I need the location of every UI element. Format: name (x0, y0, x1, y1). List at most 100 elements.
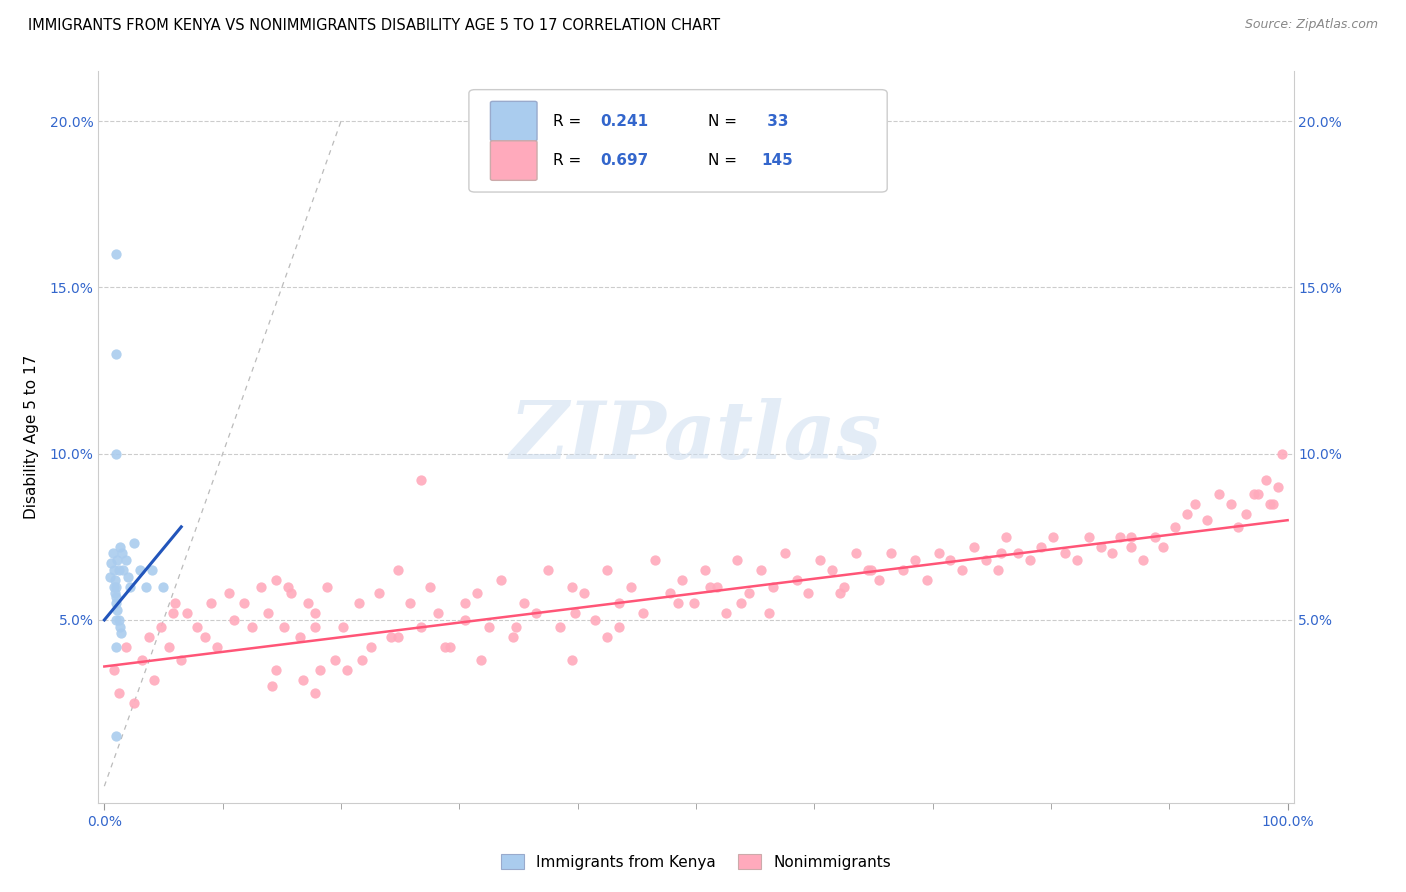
Point (454, 596, 477, 610)
Point (411, 473, 433, 487)
Text: 0.241: 0.241 (600, 113, 648, 128)
Point (297, 596, 319, 610)
Point (224, 613, 246, 627)
Point (103, 663, 125, 677)
Point (105, 640, 128, 654)
Point (561, 580, 583, 594)
Point (122, 696, 145, 710)
Text: R =: R = (553, 153, 586, 168)
Point (205, 640, 228, 654)
Point (304, 619, 326, 633)
Point (434, 640, 457, 654)
Point (631, 607, 654, 621)
Point (1007, 546, 1029, 560)
Point (347, 596, 370, 610)
Point (1121, 540, 1143, 554)
Point (1243, 486, 1265, 500)
Point (162, 607, 184, 621)
Point (107, 613, 129, 627)
Point (749, 563, 772, 577)
Point (150, 619, 173, 633)
Point (607, 596, 630, 610)
Point (107, 563, 129, 577)
Point (105, 603, 128, 617)
Point (1256, 473, 1278, 487)
Point (186, 619, 208, 633)
Point (288, 630, 311, 644)
Point (832, 580, 855, 594)
Point (110, 626, 132, 640)
Point (439, 640, 461, 654)
Point (336, 663, 359, 677)
Text: Source: ZipAtlas.com: Source: ZipAtlas.com (1244, 18, 1378, 31)
Point (104, 573, 127, 587)
Point (524, 607, 547, 621)
Point (963, 540, 986, 554)
Point (105, 553, 128, 567)
Point (1197, 513, 1219, 527)
Point (607, 619, 630, 633)
Point (1018, 553, 1040, 567)
Y-axis label: Disability Age 5 to 17: Disability Age 5 to 17 (24, 355, 38, 519)
Point (98, 570, 121, 584)
Legend: Immigrants from Kenya, Nonimmigrants: Immigrants from Kenya, Nonimmigrants (495, 848, 897, 876)
Point (152, 580, 174, 594)
Point (194, 630, 217, 644)
Point (990, 546, 1012, 560)
Point (465, 586, 488, 600)
Point (1090, 540, 1112, 554)
Point (658, 586, 681, 600)
Point (868, 573, 890, 587)
Point (105, 347, 128, 361)
Text: 145: 145 (762, 153, 793, 168)
Point (170, 653, 193, 667)
Point (105, 729, 128, 743)
Point (502, 630, 524, 644)
Point (548, 619, 571, 633)
Point (821, 563, 844, 577)
Point (117, 570, 139, 584)
Point (112, 563, 135, 577)
Point (644, 553, 666, 567)
Point (564, 607, 586, 621)
Point (411, 619, 433, 633)
Point (596, 630, 619, 644)
Point (706, 580, 728, 594)
Point (699, 580, 721, 594)
Point (730, 596, 752, 610)
Point (273, 619, 295, 633)
Point (695, 563, 717, 577)
Point (104, 586, 127, 600)
Point (264, 573, 287, 587)
Point (165, 596, 187, 610)
Text: IMMIGRANTS FROM KENYA VS NONIMMIGRANTS DISABILITY AGE 5 TO 17 CORRELATION CHART: IMMIGRANTS FROM KENYA VS NONIMMIGRANTS D… (28, 18, 720, 33)
Point (856, 563, 879, 577)
Point (860, 563, 883, 577)
Point (939, 553, 962, 567)
Point (1132, 553, 1154, 567)
Point (304, 607, 326, 621)
Point (489, 573, 512, 587)
Point (1271, 447, 1294, 461)
FancyBboxPatch shape (491, 141, 537, 180)
Point (280, 586, 302, 600)
Point (277, 580, 299, 594)
Point (1175, 507, 1198, 521)
Point (103, 563, 125, 577)
Point (419, 580, 441, 594)
Point (108, 619, 131, 633)
Point (758, 607, 780, 621)
Point (1258, 497, 1281, 511)
Point (292, 673, 315, 687)
Point (583, 613, 606, 627)
Point (974, 553, 997, 567)
Point (738, 586, 761, 600)
Point (1267, 480, 1289, 494)
Text: N =: N = (709, 153, 742, 168)
Point (987, 563, 1010, 577)
Point (304, 686, 326, 700)
Point (1121, 530, 1143, 544)
Point (352, 653, 374, 667)
Point (387, 563, 409, 577)
Point (367, 586, 389, 600)
